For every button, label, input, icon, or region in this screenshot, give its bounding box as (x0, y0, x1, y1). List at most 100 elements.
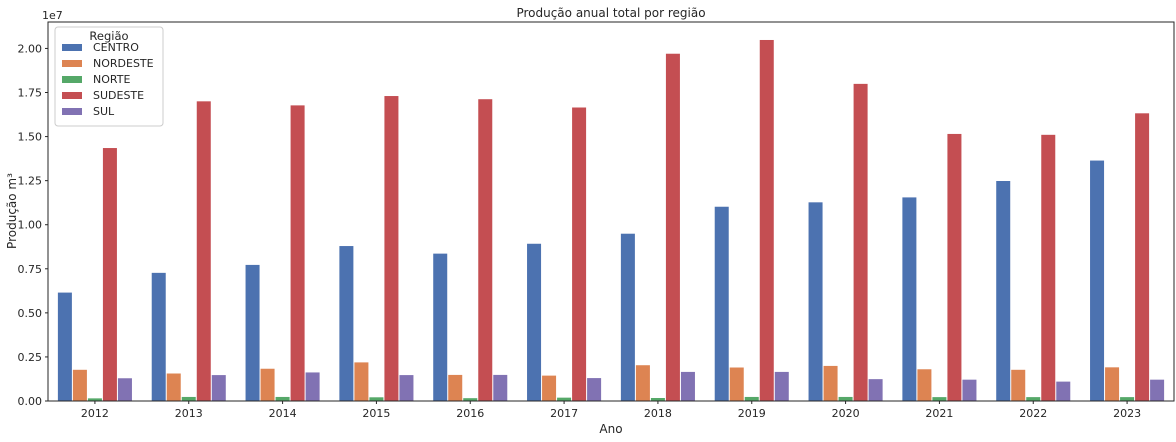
bar-sul-2013 (211, 375, 226, 401)
bar-nordeste-2020 (823, 365, 838, 401)
bar-sul-2019 (774, 371, 789, 401)
bar-nordeste-2013 (166, 373, 181, 401)
x-tick-label: 2018 (644, 407, 672, 420)
bar-sudeste-2017 (572, 107, 587, 401)
bar-nordeste-2018 (635, 365, 650, 401)
x-axis-label: Ano (599, 422, 622, 436)
bar-centro-2013 (151, 272, 166, 401)
bar-sul-2021 (962, 379, 977, 401)
x-tick-label: 2020 (832, 407, 860, 420)
legend-label-sul: SUL (93, 105, 115, 118)
legend-box (54, 26, 164, 127)
y-axis-offset-text: 1e7 (42, 9, 63, 22)
x-tick-label: 2013 (175, 407, 203, 420)
bar-centro-2018 (620, 233, 635, 401)
bar-centro-2014 (245, 264, 260, 401)
bar-centro-2015 (339, 246, 354, 401)
bar-sudeste-2013 (196, 101, 211, 401)
ticks-layer: 2012 2013 2014 2015 2016 2017 2018 2019 2020 2021… (18, 42, 1142, 420)
legend-swatch-nordeste (62, 60, 82, 67)
bar-sul-2018 (680, 371, 695, 401)
bar-sul-2017 (587, 378, 602, 401)
bar-norte-2020 (838, 396, 853, 401)
bar-norte-2016 (463, 398, 478, 401)
x-tick-label: 2016 (456, 407, 484, 420)
bar-norte-2018 (650, 398, 665, 401)
y-tick-label: 1.00 (18, 219, 43, 232)
legend-label-sudeste: SUDESTE (93, 89, 144, 102)
y-axis-label: Produção m³ (5, 173, 19, 249)
legend-swatch-sudeste (62, 92, 82, 99)
bar-nordeste-2021 (917, 369, 932, 401)
bar-sul-2012 (117, 378, 132, 401)
y-tick-label: 1.25 (18, 175, 43, 188)
y-tick-label: 0.25 (18, 351, 43, 364)
bar-sudeste-2012 (102, 148, 117, 401)
bar-sudeste-2023 (1135, 113, 1150, 401)
bar-sul-2020 (868, 379, 883, 401)
bar-nordeste-2017 (542, 375, 557, 401)
bar-norte-2015 (369, 397, 384, 401)
bar-centro-2017 (527, 243, 542, 401)
bar-sul-2022 (1056, 381, 1071, 401)
bar-nordeste-2023 (1105, 367, 1120, 401)
bar-centro-2022 (996, 181, 1011, 401)
bar-norte-2019 (744, 396, 759, 401)
bar-sul-2014 (305, 372, 320, 401)
legend-swatch-sul (62, 108, 82, 115)
bar-sudeste-2019 (759, 39, 774, 401)
bar-norte-2021 (932, 397, 947, 401)
bar-norte-2023 (1120, 397, 1135, 401)
y-tick-label: 0.00 (18, 395, 43, 408)
bar-nordeste-2015 (354, 362, 369, 401)
legend-swatch-centro (62, 44, 82, 51)
bar-sul-2023 (1150, 379, 1165, 401)
bar-centro-2023 (1090, 160, 1105, 401)
bar-nordeste-2022 (1011, 369, 1026, 401)
bar-centro-2020 (808, 202, 823, 401)
bar-nordeste-2016 (448, 374, 463, 401)
y-tick-label: 1.50 (18, 131, 43, 144)
bar-nordeste-2012 (72, 369, 87, 401)
bar-sudeste-2022 (1041, 134, 1056, 401)
x-tick-label: 2012 (81, 407, 109, 420)
y-tick-label: 2.00 (18, 42, 43, 55)
x-tick-label: 2019 (738, 407, 766, 420)
bar-centro-2016 (433, 253, 448, 401)
bar-sudeste-2018 (665, 53, 680, 401)
x-tick-label: 2022 (1019, 407, 1047, 420)
legend-swatch-norte (62, 76, 82, 83)
x-tick-label: 2015 (362, 407, 390, 420)
chart-title: Produção anual total por região (516, 6, 705, 20)
y-tick-label: 0.75 (18, 263, 43, 276)
x-tick-label: 2014 (269, 407, 297, 420)
y-tick-label: 0.50 (18, 307, 43, 320)
bar-sudeste-2021 (947, 133, 962, 401)
bar-sudeste-2016 (478, 99, 493, 402)
bar-sul-2016 (493, 374, 508, 401)
bar-norte-2014 (275, 396, 290, 401)
bar-nordeste-2019 (729, 367, 744, 401)
x-tick-label: 2017 (550, 407, 578, 420)
bar-centro-2019 (714, 206, 729, 401)
bar-norte-2017 (557, 397, 572, 401)
bars-layer (57, 39, 1165, 402)
bar-centro-2021 (902, 197, 917, 401)
bar-sul-2015 (399, 375, 414, 401)
bar-sudeste-2020 (853, 83, 868, 402)
bar-nordeste-2014 (260, 368, 275, 401)
bar-norte-2012 (87, 398, 102, 401)
bar-centro-2012 (57, 292, 72, 401)
x-tick-label: 2021 (925, 407, 953, 420)
plot-frame (47, 21, 1175, 402)
bar-sudeste-2015 (384, 96, 399, 401)
legend-label-nordeste: NORDESTE (93, 57, 154, 70)
legend-label-norte: NORTE (93, 73, 130, 86)
legend-label-centro: CENTRO (93, 41, 139, 54)
bar-norte-2022 (1026, 397, 1041, 401)
legend-title: Região (89, 29, 128, 43)
x-tick-label: 2023 (1113, 407, 1141, 420)
y-tick-label: 1.75 (18, 87, 43, 100)
